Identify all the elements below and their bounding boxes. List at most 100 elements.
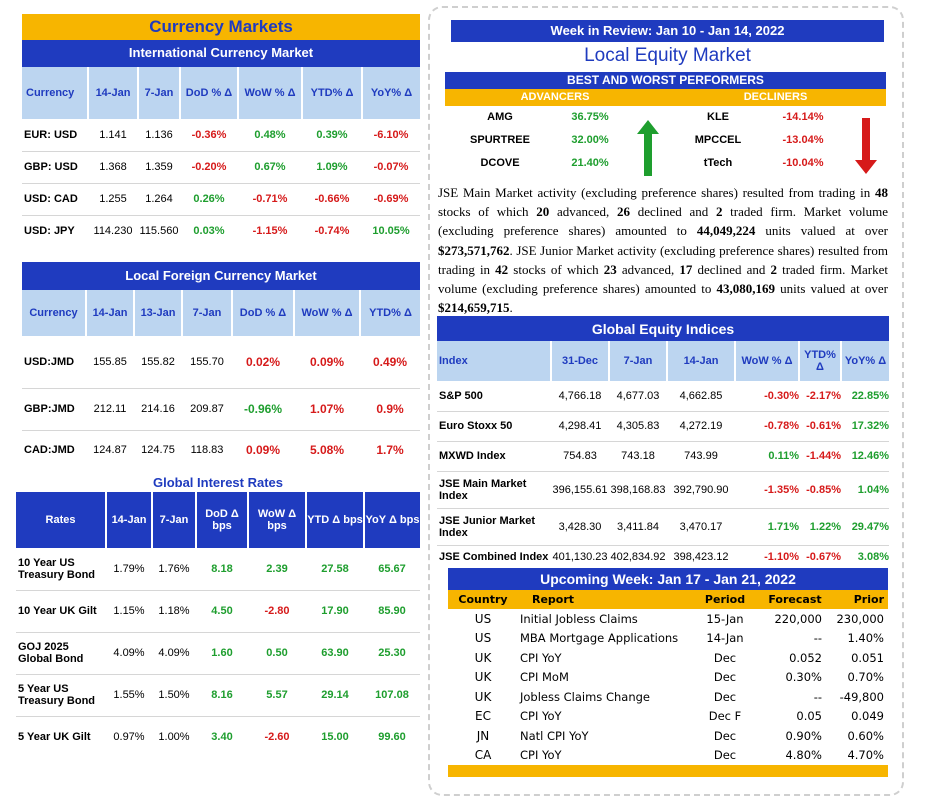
cell-value: 743.99 (667, 441, 735, 472)
para-text: traded firm. Market volume (excluding pr… (438, 261, 888, 297)
row-label: GBP: USD (22, 151, 88, 184)
para-text: . (509, 300, 513, 316)
cell-value: 754.83 (551, 441, 609, 472)
interest-rates-title: Global Interest Rates (152, 475, 284, 490)
col-header: 7-Jan (152, 492, 197, 548)
cell-value: 0.03% (193, 225, 225, 238)
cell-value: 4,272.19 (667, 411, 735, 442)
forecast-cell: -- (813, 689, 822, 704)
global-equity-section: Global Equity Indices Index 31-Dec 7-Jan… (437, 316, 889, 566)
col-header: Forecast (768, 593, 822, 606)
report-cell: CPI MoM (520, 670, 569, 685)
right-panel-border (428, 6, 904, 796)
col-header: WoW Δ bps (248, 492, 307, 548)
para-text: declined and (630, 204, 716, 220)
col-header: 31-Dec (551, 341, 610, 381)
cell-value: 402,834.92 (610, 551, 666, 564)
local-currency-table: Currency 14-Jan 13-Jan 7-Jan DoD % Δ WoW… (22, 290, 420, 470)
global-equity-title: Global Equity Indices (437, 316, 889, 341)
cell-value: 4,662.85 (667, 381, 735, 412)
report-cell: Jobless Claims Change (520, 689, 650, 704)
cell-value: 29.47% (841, 508, 889, 546)
forecast-cell: 0.30% (785, 670, 822, 685)
col-header: YTD Δ bps (306, 492, 365, 548)
row-label: GBP:JMD (22, 388, 86, 431)
para-number: 44,049,224 (696, 223, 756, 239)
para-number: 17 (679, 261, 693, 277)
cell-value: 63.90 (306, 632, 364, 675)
cell-value: -0.20% (180, 151, 238, 184)
cell-value: -2.60 (264, 731, 290, 744)
prior-cell: 0.049 (851, 709, 884, 724)
row-label: 5 Year UK Gilt (18, 731, 91, 744)
col-header: 13-Jan (134, 290, 183, 336)
col-header: WoW % Δ (735, 341, 800, 381)
row-label: 10 Year UK Gilt (16, 590, 106, 633)
table-row: UK Jobless Claims Change Dec -- -49,800 (448, 687, 888, 707)
cell-value: 212.11 (86, 388, 134, 431)
col-header: YoY% Δ (841, 341, 889, 381)
col-header: Country (458, 593, 508, 606)
intl-currency-title: International Currency Market (22, 40, 420, 67)
table-row: JSE Combined Index 401,130.23 402,834.92… (437, 545, 889, 569)
country-cell: UK (474, 670, 492, 685)
row-label: S&P 500 (437, 381, 551, 412)
cell-value: -0.71% (238, 183, 302, 216)
para-number: $214,659,715 (438, 300, 510, 316)
local-header-row: Currency 14-Jan 13-Jan 7-Jan DoD % Δ WoW… (22, 290, 420, 336)
col-header: WoW % Δ (294, 290, 361, 336)
cell-value: 0.67% (238, 151, 302, 184)
cell-value: 1.71% (735, 508, 799, 546)
row-label: EUR: USD (22, 119, 88, 152)
red-down-arrow-icon (855, 118, 877, 174)
table-row: CA CPI YoY Dec 4.80% 4.70% (448, 746, 888, 766)
prior-cell: -49,800 (839, 689, 884, 704)
cell-value: 25.30 (364, 632, 420, 675)
forecast-cell: 0.05 (796, 709, 822, 724)
cell-value: -2.80 (248, 590, 306, 633)
row-label: Euro Stoxx 50 (437, 411, 551, 442)
cell-value: 27.58 (306, 548, 364, 591)
cell-value: 4,766.18 (551, 381, 609, 412)
para-number: 2 (715, 204, 723, 220)
cell-value: 2.39 (248, 548, 306, 591)
cell-value: 124.75 (141, 444, 175, 457)
cell-value: -1.10% (764, 551, 799, 564)
row-label: CAD:JMD (24, 444, 75, 457)
col-header: 14-Jan (667, 341, 736, 381)
cell-value: 0.48% (238, 119, 302, 152)
cell-value: 17.32% (841, 411, 889, 442)
cell-value: 4,677.03 (609, 381, 667, 412)
col-header: Currency (22, 290, 87, 336)
col-header: Index (437, 341, 552, 381)
cell-value: -0.36% (180, 119, 238, 152)
cell-value: 401,130.23 (552, 551, 608, 564)
row-label: 10 Year US Treasury Bond (16, 548, 106, 591)
period-cell: 15-Jan (706, 611, 744, 626)
cell-value: 3.08% (857, 551, 889, 564)
advancer-name: DCOVE (480, 157, 520, 169)
cell-value: 155.85 (86, 336, 134, 389)
para-text: stocks of which (438, 204, 537, 220)
col-header: DoD % Δ (180, 67, 239, 119)
forecast-cell: 4.80% (785, 748, 822, 763)
cell-value: -1.15% (252, 225, 288, 238)
table-row: 10 Year US Treasury Bond 1.79% 1.76% 8.1… (16, 548, 420, 591)
col-header: 14-Jan (106, 492, 153, 548)
decliner-name: tTech (703, 157, 733, 169)
report-cell: CPI YoY (520, 709, 562, 724)
local-currency-section: Local Foreign Currency Market Currency 1… (22, 262, 420, 472)
cell-value: 3.40 (211, 731, 233, 744)
cell-value: 155.82 (134, 336, 182, 389)
row-label: JSE Combined Index (439, 551, 549, 564)
col-header: DoD % Δ (232, 290, 295, 336)
advancer-pct: 36.75% (571, 111, 609, 123)
table-row: JN Natl CPI YoY Dec 0.90% 0.60% (448, 726, 888, 746)
cell-value: 5.08% (309, 443, 345, 458)
cell-value: 0.39% (302, 119, 362, 152)
para-text: stocks of which (508, 261, 604, 277)
country-cell: UK (474, 650, 492, 665)
cell-value: 743.18 (609, 441, 667, 472)
para-number: 2 (770, 261, 777, 277)
prior-cell: 0.70% (847, 670, 884, 685)
